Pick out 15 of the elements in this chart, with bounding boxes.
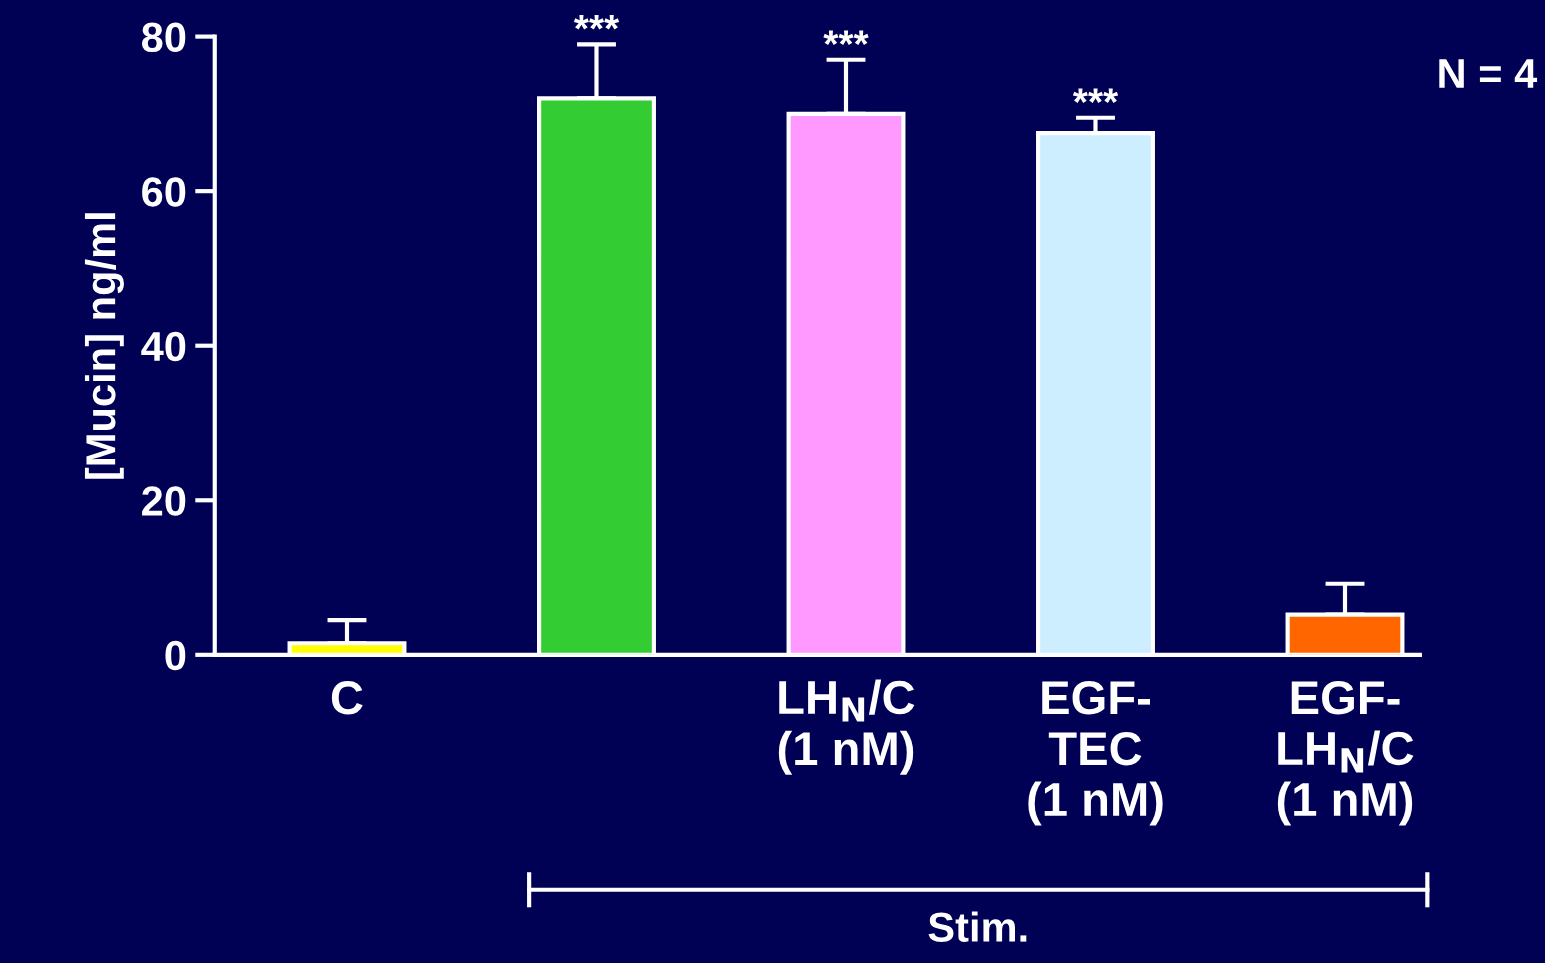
- y-tick-label: 0: [165, 640, 186, 671]
- y-tick-label: 40: [141, 331, 186, 362]
- data-label: ***: [1072, 88, 1119, 103]
- text: Stim.: [928, 911, 1027, 943]
- y-tick-label: 80: [141, 22, 186, 53]
- data-label: ***: [823, 30, 869, 45]
- text: N = 4: [1439, 59, 1538, 88]
- data-label: ***: [573, 15, 620, 30]
- x-tick-label: EGF- TEC (1 nM): [1028, 681, 1163, 826]
- x-tick-label: LH$_{N}$/C (1 nM): [778, 679, 915, 775]
- y-tick-label: 60: [142, 177, 186, 207]
- x-tick-label: EGF- LH$_{N}$/C (1 nM): [1277, 681, 1414, 826]
- y-axis-title: [Mucin] ng/ml: [84, 213, 124, 479]
- x-tick-label: C: [331, 681, 363, 715]
- y-tick-label: 20: [142, 486, 186, 516]
